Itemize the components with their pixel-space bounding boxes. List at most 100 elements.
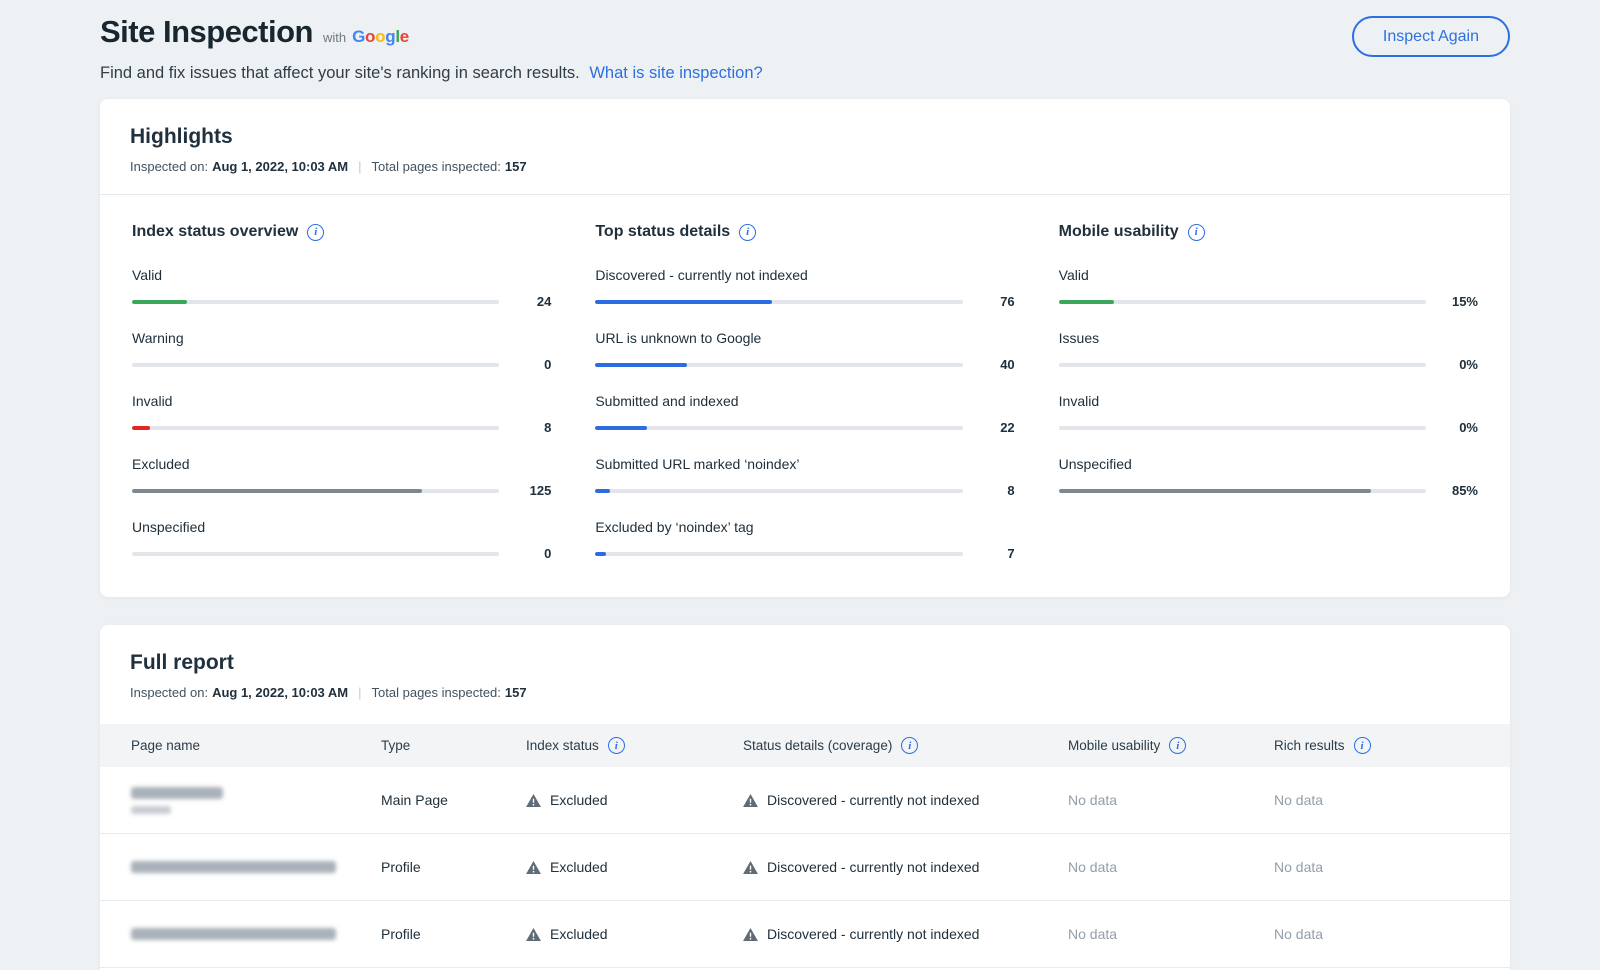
full-report-meta: Inspected on: Aug 1, 2022, 10:03 AM | Total… [130,685,1480,700]
stat-value: 22 [1000,420,1015,435]
stat-value: 0 [544,357,552,372]
total-pages-value: 157 [504,159,527,174]
index-status-text: Excluded [550,859,608,875]
highlights-title: Highlights [130,125,233,148]
stat-value: 15% [1451,294,1478,309]
stat-label: Warning [132,330,184,346]
column-header: Index status [526,737,743,754]
column-header: Mobile usability [1068,737,1274,754]
progress-track [595,299,963,304]
mobile-usability-cell: No data [1068,926,1118,942]
stat-row: Warning 0 [132,330,551,372]
info-icon[interactable] [307,223,325,241]
progress-track [595,551,963,556]
what-is-site-inspection-link[interactable]: What is site inspection? [589,64,763,82]
mobile-usability-stats: Valid 15% Issues 0% [1058,267,1478,498]
info-icon[interactable] [1187,223,1205,241]
page-subtitle: Find and fix issues that affect your sit… [100,64,763,83]
index-status-text: Excluded [550,792,608,808]
top-status-details-section: Top status details Discovered - currentl… [595,223,1015,561]
info-icon[interactable] [607,737,625,754]
column-header-label: Rich results [1274,738,1345,753]
highlights-meta: Inspected on: Aug 1, 2022, 10:03 AM | Total… [130,159,1480,174]
column-header-label: Type [381,738,411,753]
google-logo-letter: e [399,27,409,46]
stat-value: 0% [1459,420,1478,435]
page-name-redacted [131,786,223,799]
status-details-text: Discovered - currently not indexed [767,926,980,942]
stat-label: Valid [1058,267,1089,283]
stat-label: Valid [132,267,163,283]
stat-label: Issues [1058,330,1100,346]
stat-row: Excluded by ‘noindex’ tag 7 [595,519,1015,561]
warning-icon [526,860,541,874]
stat-label: URL is unknown to Google [595,330,762,346]
table-row[interactable]: Profile Excluded Discovered - currently … [100,901,1510,968]
table-row[interactable]: Profile Excluded Discovered - currently … [100,834,1510,901]
info-icon[interactable] [739,223,757,241]
stat-label: Invalid [132,393,173,409]
progress-fill [132,488,423,493]
stat-row: Invalid 0% [1058,393,1478,435]
progress-fill [132,425,151,430]
progress-track [595,488,963,493]
progress-fill [595,299,772,304]
total-pages-label: Total pages inspected: [371,159,501,174]
column-header-label: Index status [526,738,599,753]
type-cell: Profile [381,926,421,942]
info-icon[interactable] [1353,737,1371,754]
progress-fill [595,551,607,556]
progress-fill [595,488,611,493]
rich-results-cell: No data [1274,792,1324,808]
table-row[interactable]: Main Page Excluded Discovered - currentl… [100,767,1510,834]
mobile-usability-section: Mobile usability Valid 15% [1058,223,1478,561]
stat-value: 76 [1000,294,1015,309]
stat-row: Valid 24 [132,267,551,309]
stat-value: 85% [1451,483,1478,498]
with-text: with [322,30,347,45]
mobile-usability-cell: No data [1068,792,1118,808]
stat-value: 40 [1000,357,1015,372]
page-name-redacted [131,928,336,940]
progress-track [132,362,500,367]
stat-value: 8 [1007,483,1015,498]
index-status-stats: Valid 24 Warning 0 [132,267,551,561]
stat-row: Submitted URL marked ‘noindex’ 8 [595,456,1015,498]
progress-fill [595,362,688,367]
stat-value: 7 [1007,546,1015,561]
full-report-card: Full report Inspected on: Aug 1, 2022, 10… [100,625,1510,970]
progress-track [132,299,500,304]
progress-track [1058,425,1426,430]
inspect-again-button[interactable]: Inspect Again [1351,16,1510,57]
column-header: Type [381,738,526,753]
meta-separator: | [358,685,362,700]
info-icon[interactable] [901,737,919,754]
google-logo-letter: g [385,27,396,46]
stat-label: Invalid [1058,393,1100,409]
total-pages-label: Total pages inspected: [371,685,501,700]
index-status-text: Excluded [550,926,608,942]
google-logo-letter: l [395,27,400,46]
highlights-head: Highlights Inspected on: Aug 1, 2022, 10:… [100,99,1510,195]
inspected-on-value: Aug 1, 2022, 10:03 AM [212,685,349,700]
type-cell: Profile [381,859,421,875]
section-title-text: Index status overview [132,223,299,240]
type-cell: Main Page [381,792,448,808]
index-status-overview-section: Index status overview Valid 24 [132,223,551,561]
index-status-cell: Excluded [526,926,743,942]
info-icon[interactable] [1169,737,1187,754]
column-header: Status details (coverage) [743,737,1068,754]
status-details-text: Discovered - currently not indexed [767,859,980,875]
progress-fill [132,299,188,304]
page-name-redacted [131,861,336,873]
stat-value: 8 [544,420,552,435]
stat-label: Submitted URL marked ‘noindex’ [595,456,800,472]
progress-fill [1058,488,1371,493]
stat-label: Submitted and indexed [595,393,739,409]
status-details-cell: Discovered - currently not indexed [743,792,1068,808]
progress-track [595,425,963,430]
top-status-stats: Discovered - currently not indexed 76 UR… [595,267,1015,561]
stat-row: Discovered - currently not indexed 76 [595,267,1015,309]
